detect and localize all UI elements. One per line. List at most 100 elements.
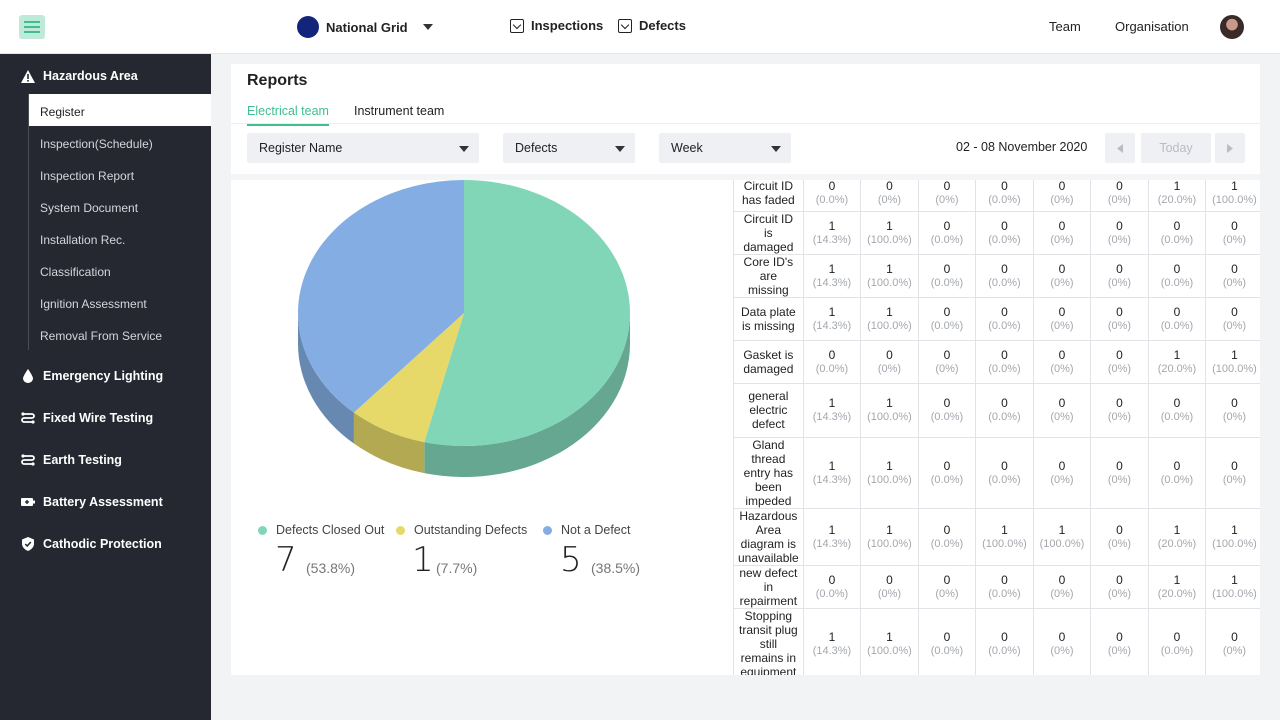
cell-count: 0 — [1001, 304, 1008, 319]
sidebar-item-label: Hazardous Area — [43, 69, 138, 83]
today-button[interactable]: Today — [1141, 133, 1211, 163]
cell-count: 1 — [828, 218, 836, 233]
cell-percent: (0%) — [935, 587, 959, 600]
sidebar-sub-inspection-schedule[interactable]: Inspection(Schedule) — [40, 137, 153, 151]
organisation-selector[interactable]: National Grid — [297, 16, 433, 38]
cell-count: 0 — [1001, 630, 1008, 644]
legend-outstanding-defects: Outstanding Defects — [396, 523, 527, 537]
cell-percent: (0.0%) — [1160, 411, 1194, 423]
organisation-link[interactable]: Organisation — [1115, 19, 1189, 34]
table-row: Hazardous Area diagram is unavailable 1 (1… — [733, 508, 1260, 566]
row-label: Gasket is damaged — [733, 340, 804, 384]
cell-percent: (14.3%) — [812, 645, 852, 657]
cell-percent: (0%) — [1050, 473, 1074, 486]
avatar[interactable] — [1220, 15, 1244, 39]
table-cell: 0 (0%) — [1033, 437, 1092, 509]
row-label: Hazardous Area diagram is unavailable — [733, 508, 804, 566]
cell-percent: (0.0%) — [930, 411, 964, 423]
table-cell: 0 (0%) — [918, 565, 977, 609]
table-cell: 1 (100.0%) — [860, 437, 919, 509]
table-cell: 1 (100.0%) — [1205, 565, 1260, 609]
cell-count: 0 — [1001, 218, 1008, 233]
sidebar-sub-system-document[interactable]: System Document — [40, 201, 139, 215]
cell-percent: (0%) — [1222, 645, 1247, 657]
sidebar-item-earth-testing[interactable]: Earth Testing — [0, 443, 211, 477]
table-cell: 0 (0.0%) — [975, 608, 1034, 675]
table-cell: 0 (0.0%) — [803, 180, 862, 212]
cell-percent: (0.0%) — [815, 362, 849, 375]
sidebar-item-fixed-wire-testing[interactable]: Fixed Wire Testing — [0, 401, 211, 435]
hamburger-menu-icon[interactable] — [19, 15, 45, 39]
table-cell: 0 (0%) — [1090, 297, 1149, 341]
cell-count: 1 — [1231, 572, 1238, 587]
sidebar-sub-register[interactable]: Register — [29, 94, 211, 126]
table-cell: 0 (0%) — [1090, 608, 1149, 675]
national-grid-logo — [297, 16, 319, 38]
table-cell: 0 (0.0%) — [918, 254, 977, 298]
cell-percent: (0%) — [1107, 233, 1132, 246]
legend-label: Not a Defect — [561, 523, 631, 537]
table-row: general electric defect 1 (14.3%) 1 (100.0%)… — [733, 383, 1260, 438]
cell-count: 0 — [943, 396, 951, 410]
sidebar-item-hazardous-area[interactable]: Hazardous Area — [0, 59, 211, 93]
cell-percent: (0.0%) — [930, 537, 964, 550]
period-select[interactable]: Week — [659, 133, 791, 163]
sidebar-sub-classification[interactable]: Classification — [40, 265, 111, 279]
cell-count: 1 — [886, 304, 893, 319]
tab-divider — [231, 123, 1260, 124]
sidebar-item-label: Cathodic Protection — [43, 537, 162, 551]
cell-count: 0 — [1058, 458, 1066, 473]
cell-percent: (20.0%) — [1157, 194, 1197, 207]
type-select[interactable]: Defects — [503, 133, 635, 163]
warning-icon — [21, 69, 35, 83]
cell-count: 0 — [886, 180, 893, 194]
cell-percent: (0.0%) — [988, 194, 1021, 207]
sidebar-sub-removal-from-service[interactable]: Removal From Service — [40, 329, 163, 343]
tab-electrical-team[interactable]: Electrical team — [247, 104, 329, 126]
table-cell: 0 (0.0%) — [918, 608, 977, 675]
table-cell: 0 (0.0%) — [975, 180, 1034, 212]
register-name-select[interactable]: Register Name — [247, 133, 479, 163]
cell-count: 0 — [943, 180, 951, 194]
cell-count: 0 — [1058, 261, 1066, 276]
next-week-button[interactable] — [1215, 133, 1245, 163]
table-cell: 0 (0.0%) — [975, 254, 1034, 298]
table-cell: 1 (100.0%) — [860, 254, 919, 298]
sidebar-item-cathodic-protection[interactable]: Cathodic Protection — [0, 527, 211, 561]
cell-count: 0 — [943, 304, 951, 319]
sidebar-sub-inspection-report[interactable]: Inspection Report — [40, 169, 135, 183]
row-label: Gland thread entry has been impeded — [733, 437, 804, 509]
table-cell: 1 (14.3%) — [803, 383, 862, 438]
cell-count: 0 — [1058, 396, 1066, 410]
cell-count: 0 — [1173, 218, 1181, 233]
chevron-down-icon[interactable] — [423, 24, 433, 30]
cell-percent: (0%) — [1050, 645, 1074, 657]
table-cell: 0 (0%) — [1033, 297, 1092, 341]
pie-slice-side — [424, 313, 630, 477]
cell-count: 0 — [886, 572, 893, 587]
previous-week-button[interactable] — [1105, 133, 1135, 163]
nav-defects[interactable]: Defects — [618, 18, 686, 33]
tab-instrument-team[interactable]: Instrument team — [354, 104, 445, 118]
defects-pie-chart — [298, 180, 630, 477]
sidebar-item-battery-assessment[interactable]: Battery Assessment — [0, 485, 211, 519]
table-cell: 1 (14.3%) — [803, 437, 862, 509]
cell-count: 0 — [1116, 218, 1123, 233]
legend-defects-closed-out: Defects Closed Out — [258, 523, 384, 537]
cell-count: 1 — [1231, 180, 1238, 194]
nav-inspections[interactable]: Inspections — [510, 18, 603, 33]
defects-table-grid: Circuit ID has faded 0 (0.0%) 0 (0%) 0 (0%) 0 (0… — [733, 180, 1260, 675]
sidebar-sub-ignition-assessment[interactable]: Ignition Assessment — [40, 297, 147, 311]
cell-count: 0 — [1173, 458, 1181, 473]
cell-percent: (14.3%) — [812, 473, 852, 486]
sidebar-item-emergency-lighting[interactable]: Emergency Lighting — [0, 359, 211, 393]
cell-count: 0 — [943, 572, 951, 587]
team-link[interactable]: Team — [1049, 19, 1081, 34]
cell-count: 1 — [1173, 180, 1181, 194]
legend-label: Defects Closed Out — [276, 523, 385, 537]
table-cell: 0 (0.0%) — [918, 508, 977, 566]
sidebar-sub-installation-rec[interactable]: Installation Rec. — [40, 233, 126, 247]
row-label: Circuit ID is damaged — [733, 211, 804, 255]
organisation-name: National Grid — [326, 19, 408, 35]
cell-percent: (20.0%) — [1157, 362, 1197, 375]
